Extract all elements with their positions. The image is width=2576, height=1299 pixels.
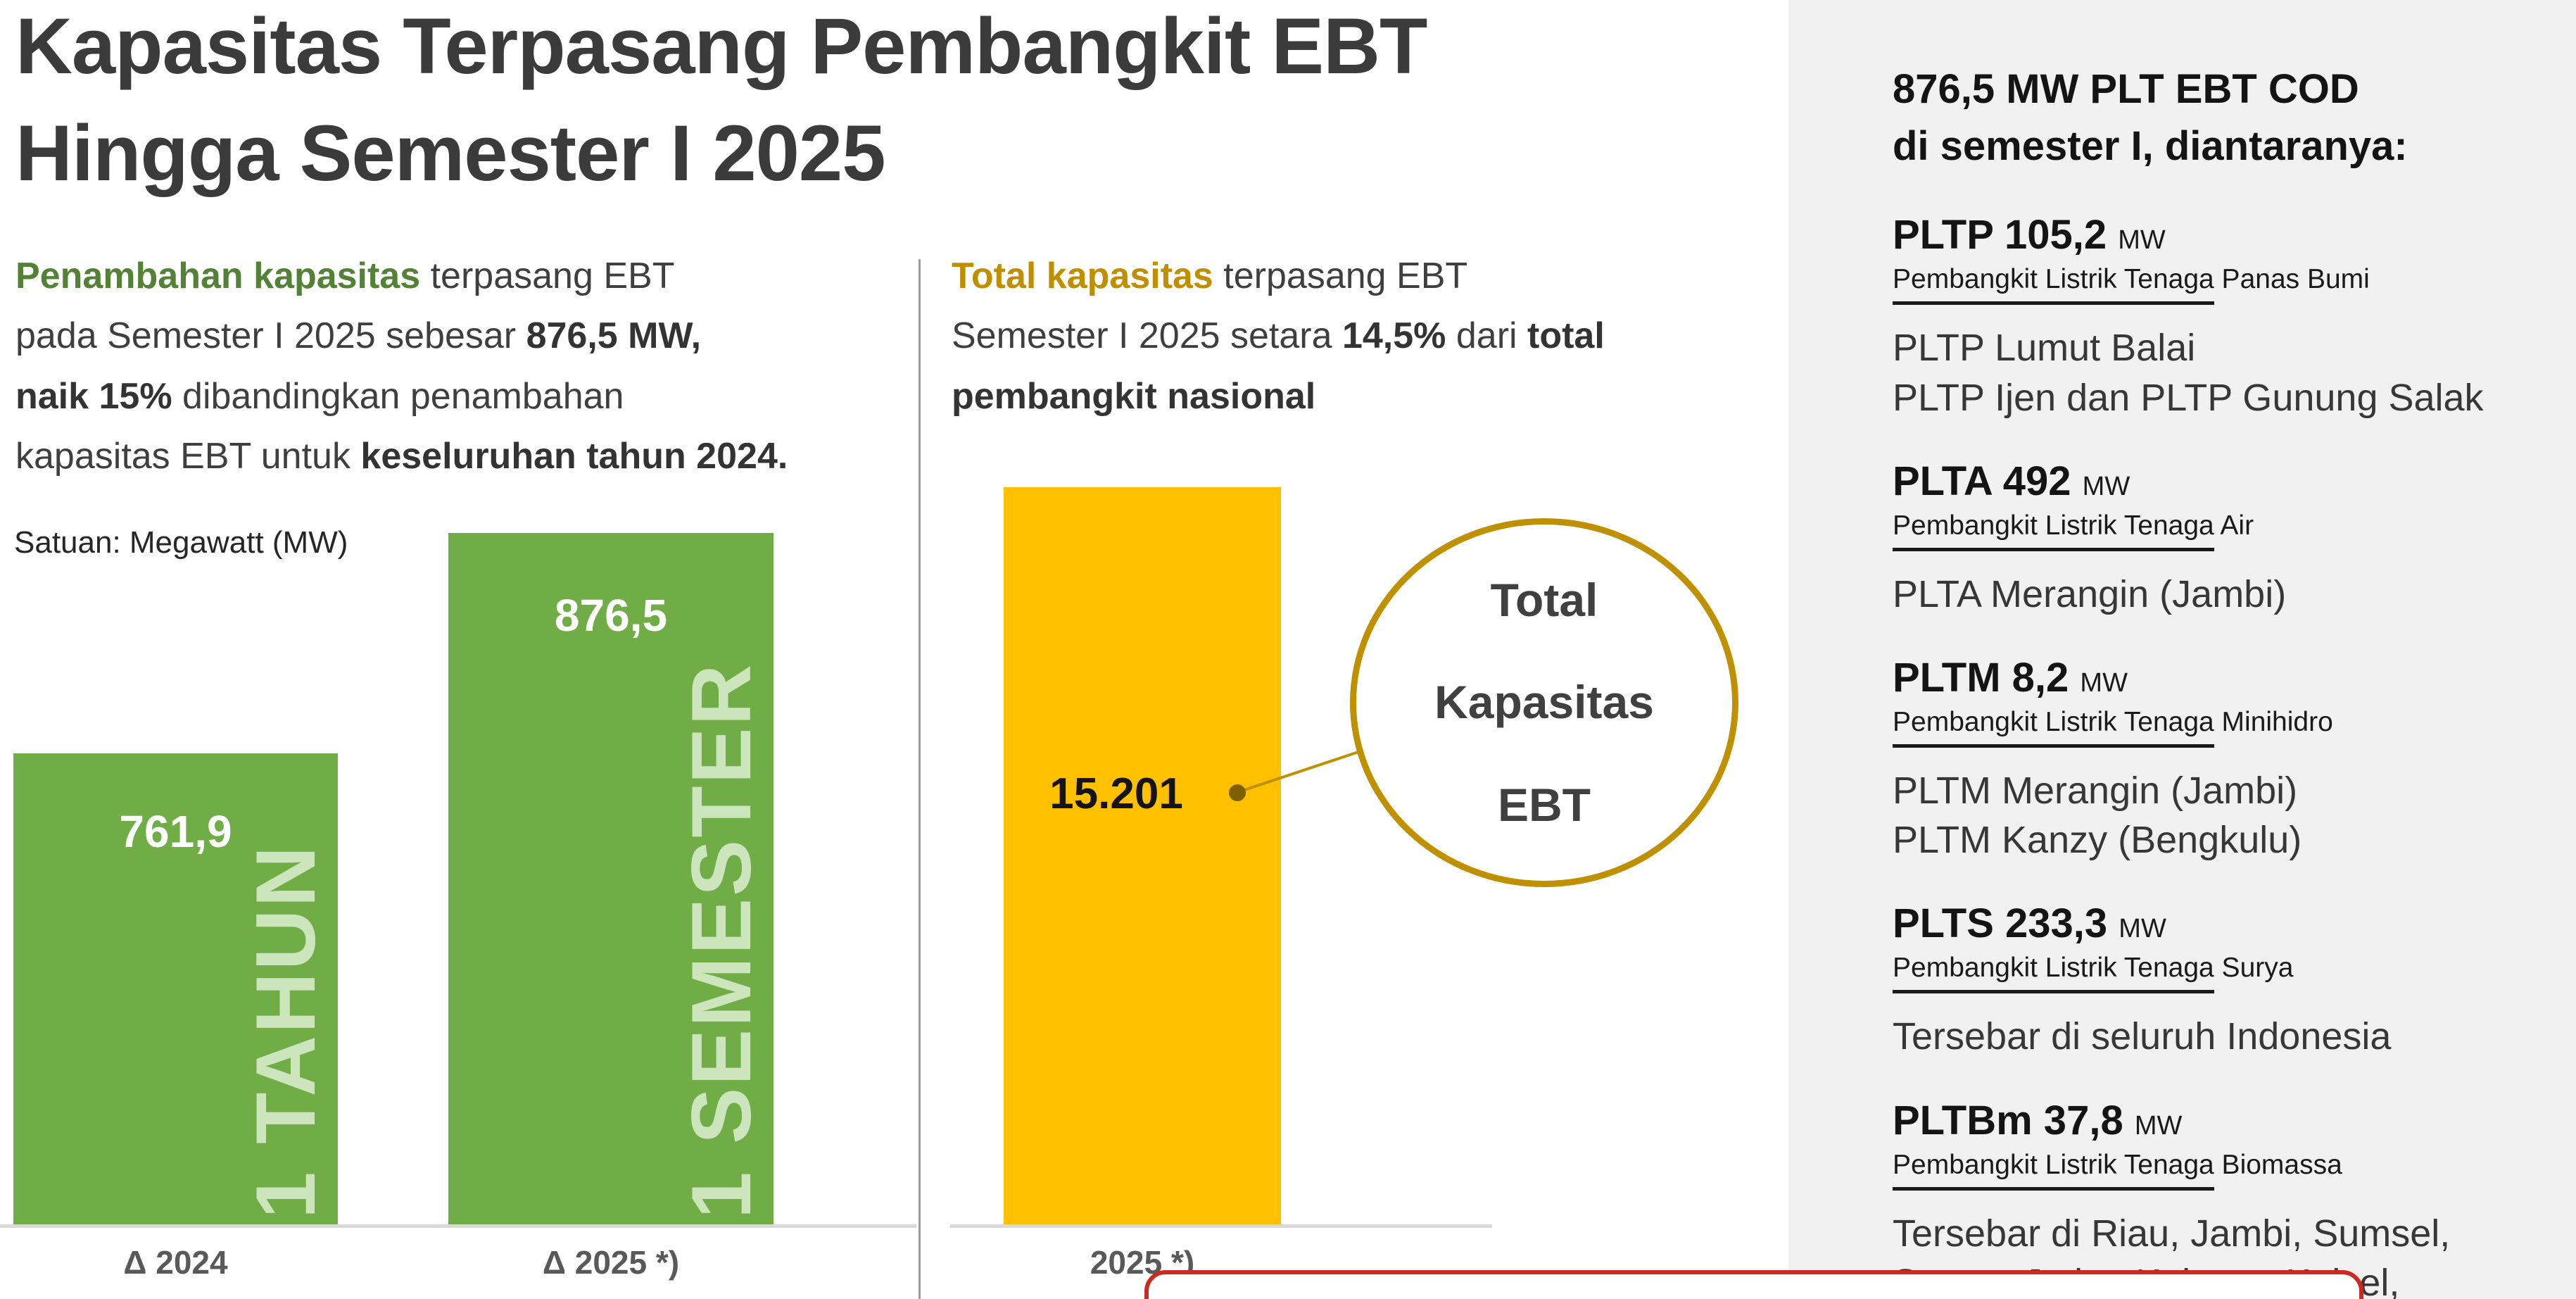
cod-panel-heading: 876,5 MW PLT EBT COD di semester I, dian… [1893, 66, 2408, 170]
plant-type-subtitle: Pembangkit Listrik Tenaga Biomassa [1893, 1150, 2548, 1191]
plant-item: PLTM 8,2 MW Pembangkit Listrik Tenaga Min… [1893, 654, 2548, 865]
plant-type-prefix: Pembangkit Listrik Tenaga [1893, 953, 2214, 994]
plant-locations: PLTM Merangin (Jambi) PLTM Kanzy (Bengku… [1893, 769, 2302, 862]
plant-type-prefix: Pembangkit Listrik Tenaga [1893, 264, 2214, 306]
bar-watermark-1-tahun: 1 TAHUN [239, 843, 333, 1219]
text-segment: terpasang EBT Semester I 2025 setara [952, 256, 1468, 357]
text-segment: total pembangkit nasional [952, 315, 1605, 417]
bar-delta-2024: 761,9 1 TAHUN [13, 753, 338, 1224]
footnote-box [1144, 1270, 2363, 1299]
callout-total-kapasitas-ebt: Total Kapasitas EBT [1350, 518, 1738, 887]
x-axis-line [0, 1224, 916, 1228]
intro-paragraph-total: Total kapasitas terpasang EBT Semester I… [952, 246, 1775, 427]
plant-item-title: PLTA 492 MW [1893, 458, 2548, 505]
x-axis-line [950, 1224, 1492, 1228]
plant-item: PLTS 233,3 MW Pembangkit Listrik Tenaga S… [1893, 900, 2548, 1061]
plant-item-title: PLTS 233,3 MW [1893, 900, 2548, 947]
text-segment: keseluruhan tahun 2024. [360, 435, 788, 477]
plant-capacity-label: PLTS 233,3 [1893, 900, 2119, 947]
plant-locations: PLTA Merangin (Jambi) [1893, 572, 2287, 615]
page-title: Kapasitas Terpasang Pembangkit EBT Hingg… [15, 2, 1427, 198]
plant-type-name: Panas Bumi [2214, 264, 2370, 295]
plant-capacity-label: PLTBm 37,8 [1893, 1097, 2135, 1143]
bar-value-label: 876,5 [554, 590, 668, 641]
plant-type-subtitle: Pembangkit Listrik Tenaga Minihidro [1893, 707, 2548, 748]
plant-type-name: Minihidro [2214, 706, 2333, 737]
plant-type-prefix: Pembangkit Listrik Tenaga [1893, 510, 2214, 551]
unit-label: Satuan: Megawatt (MW) [14, 525, 348, 560]
plant-item-title: PLTBm 37,8 MW [1893, 1097, 2548, 1144]
plant-item: PLTP 105,2 MW Pembangkit Listrik Tenaga P… [1893, 211, 2548, 422]
plant-item-title: PLTM 8,2 MW [1893, 654, 2548, 701]
plant-capacity-label: PLTM 8,2 [1893, 654, 2081, 701]
plant-capacity-unit: MW [2080, 667, 2128, 698]
plant-capacity-unit: MW [2134, 1110, 2183, 1141]
plant-item: PLTBm 37,8 MW Pembangkit Listrik Tenaga B… [1893, 1097, 2548, 1299]
plant-type-subtitle: Pembangkit Listrik Tenaga Panas Bumi [1893, 264, 2548, 306]
text-segment: Total kapasitas [952, 256, 1213, 296]
plant-capacity-label: PLTP 105,2 [1893, 212, 2119, 258]
text-segment: dibandingkan penambahan kapasitas EBT un… [15, 375, 624, 477]
intro-paragraph-penambahan: Penambahan kapasitas terpasang EBT pada … [15, 246, 930, 487]
bar-total-2025 [1004, 487, 1281, 1224]
plant-type-name: Surya [2214, 953, 2294, 984]
plant-type-subtitle: Pembangkit Listrik Tenaga Air [1893, 510, 2548, 551]
text-segment: terpasang EBT pada Semester I 2025 sebes… [15, 256, 675, 357]
text-segment: 876,5 MW, naik 15% [15, 315, 702, 417]
plant-type-name: Biomassa [2214, 1149, 2342, 1180]
plant-type-subtitle: Pembangkit Listrik Tenaga Surya [1893, 953, 2548, 994]
bar-delta-2025: 876,5 1 SEMESTER [448, 533, 774, 1224]
plant-type-name: Air [2214, 510, 2254, 541]
plant-type-prefix: Pembangkit Listrik Tenaga [1893, 707, 2214, 748]
text-segment: 14,5% [1341, 315, 1446, 357]
section-divider [918, 259, 921, 1299]
plant-item-title: PLTP 105,2 MW [1893, 211, 2548, 258]
cod-panel: 876,5 MW PLT EBT COD di semester I, dian… [1788, 0, 2576, 1299]
renewable-items: PLTP 105,2 MW Pembangkit Listrik Tenaga P… [1893, 211, 2548, 1299]
plant-locations: PLTP Lumut Balai PLTP Ijen dan PLTP Gunu… [1893, 327, 2484, 419]
x-tick-delta-2025: Δ 2025 *) [542, 1244, 680, 1281]
text-segment: Penambahan kapasitas [15, 256, 421, 296]
plant-item: PLTA 492 MW Pembangkit Listrik Tenaga Air… [1893, 458, 2548, 619]
plant-locations: Tersebar di seluruh Indonesia [1893, 1015, 2392, 1058]
x-tick-delta-2024: Δ 2024 [123, 1244, 228, 1281]
plant-capacity-label: PLTA 492 [1893, 458, 2083, 504]
bar-value-label: 761,9 [119, 806, 232, 857]
text-segment: dari [1446, 315, 1528, 357]
plant-type-prefix: Pembangkit Listrik Tenaga [1893, 1150, 2214, 1191]
bar-watermark-1-semester: 1 SEMESTER [674, 662, 769, 1219]
bar-value-label: 15.201 [1049, 770, 1183, 818]
plant-capacity-unit: MW [2119, 914, 2166, 944]
plant-capacity-unit: MW [2082, 471, 2130, 501]
plant-capacity-unit: MW [2118, 225, 2166, 256]
